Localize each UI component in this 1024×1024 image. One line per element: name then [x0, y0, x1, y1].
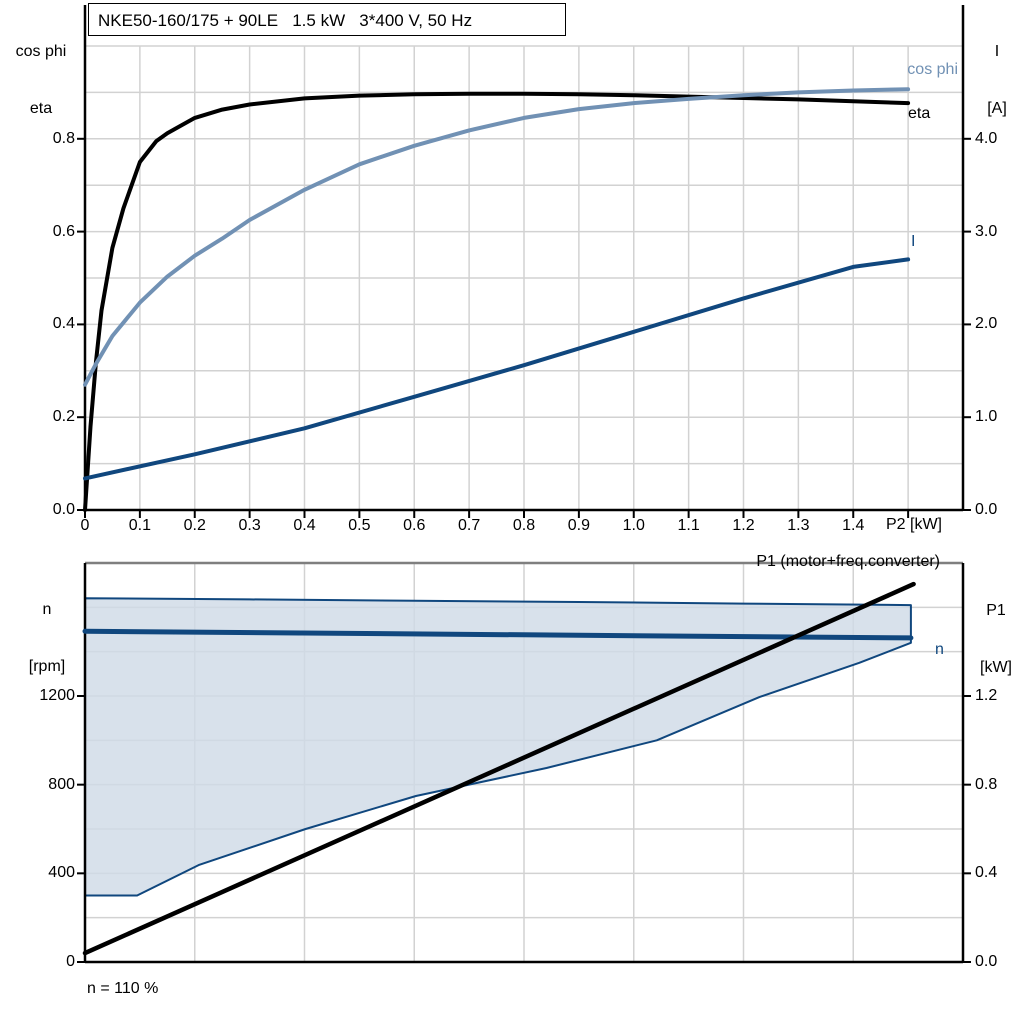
x-tick-label: 0.3 [238, 517, 261, 534]
x-tick-label: 0.5 [348, 517, 371, 534]
operating-range-band [84, 597, 912, 897]
y-tick-label-left: 0.6 [52, 222, 75, 240]
bottom-left-axis-title-line1: n [42, 601, 52, 618]
top-chart [77, 5, 971, 518]
x-tick-label: 1.3 [787, 517, 810, 534]
left-axis-title: cos phi eta [2, 4, 80, 156]
bottom-right-axis-title-line2: [kW] [980, 659, 1012, 676]
curve-label-current: I [911, 233, 916, 250]
y-tick-label-left: 400 [48, 864, 75, 882]
x-tick-label: 1.0 [622, 517, 645, 534]
y-tick-label-left: 1200 [39, 687, 75, 704]
y-tick-label-right: 0.0 [975, 953, 998, 970]
y-tick-label-right: 2.0 [975, 315, 998, 333]
curve-label-eta: eta [908, 105, 931, 122]
x-tick-label: 1.1 [677, 517, 700, 534]
left-axis-title-cosphi: cos phi [15, 43, 67, 60]
x-tick-label: 0.9 [567, 517, 590, 534]
y-tick-label-left: 0 [66, 953, 75, 970]
speed-annotation: n = 110 % [87, 980, 159, 997]
right-axis-title-line2: [A] [987, 100, 1007, 117]
right-axis-title-current: I [A] [974, 4, 1020, 156]
bottom-left-axis-title-line2: [rpm] [28, 658, 66, 675]
y-tick-label-left: 0.2 [52, 408, 75, 426]
y-tick-label-right: 0.4 [975, 864, 998, 882]
bottom-right-axis-title: P1 [kW] [968, 563, 1024, 715]
curve-eta [83, 91, 911, 512]
y-tick-label-left: 800 [48, 775, 75, 793]
x-tick-label: 1.4 [842, 517, 865, 534]
grid [85, 45, 963, 510]
x-tick-label: 1.2 [732, 517, 755, 534]
y-tick-label-right: 4.0 [975, 129, 998, 147]
x-axis-label: P2 [kW] [885, 516, 942, 533]
bottom-right-axis-title-line1: P1 [986, 602, 1006, 619]
x-tick-label: 0.7 [458, 517, 481, 534]
chart-title: NKE50-160/175 + 90LE 1.5 kW 3*400 V, 50 … [98, 11, 473, 30]
curve-cos-phi [83, 87, 911, 387]
title-box: NKE50-160/175 + 90LE 1.5 kW 3*400 V, 50 … [88, 3, 566, 36]
y-tick-label-right: 3.0 [975, 222, 998, 240]
x-tick-label: 0.6 [403, 517, 426, 534]
curve-label-p1: P1 (motor+freq.converter) [756, 553, 940, 570]
y-tick-label-right: 0.8 [975, 775, 998, 793]
x-tick-label: 0 [80, 517, 90, 534]
left-axis-title-eta: eta [29, 100, 53, 117]
y-tick-label-right: 0.0 [975, 501, 998, 518]
y-tick-label-right: 1.0 [975, 408, 998, 426]
bottom-left-axis-title: n [rpm] [12, 562, 82, 714]
curve-p1-motor-freq-converter- [82, 581, 916, 956]
bottom-chart [77, 561, 971, 964]
curve-label-n: n [935, 641, 944, 658]
x-tick-label: 0.8 [512, 517, 536, 534]
curve-i [83, 257, 911, 481]
curve-label-cosphi: cos phi [907, 61, 958, 78]
right-axis-title-line1: I [994, 43, 1000, 60]
curve-n [82, 628, 914, 641]
x-tick-label: 0.4 [293, 517, 316, 534]
x-tick-label: 0.1 [128, 517, 151, 534]
y-tick-label-left: 0.4 [52, 315, 75, 333]
x-tick-label: 0.2 [183, 517, 206, 534]
y-tick-label-left: 0.8 [52, 129, 75, 147]
y-tick-label-left: 0.0 [52, 501, 75, 518]
y-tick-label-right: 1.2 [975, 687, 998, 704]
